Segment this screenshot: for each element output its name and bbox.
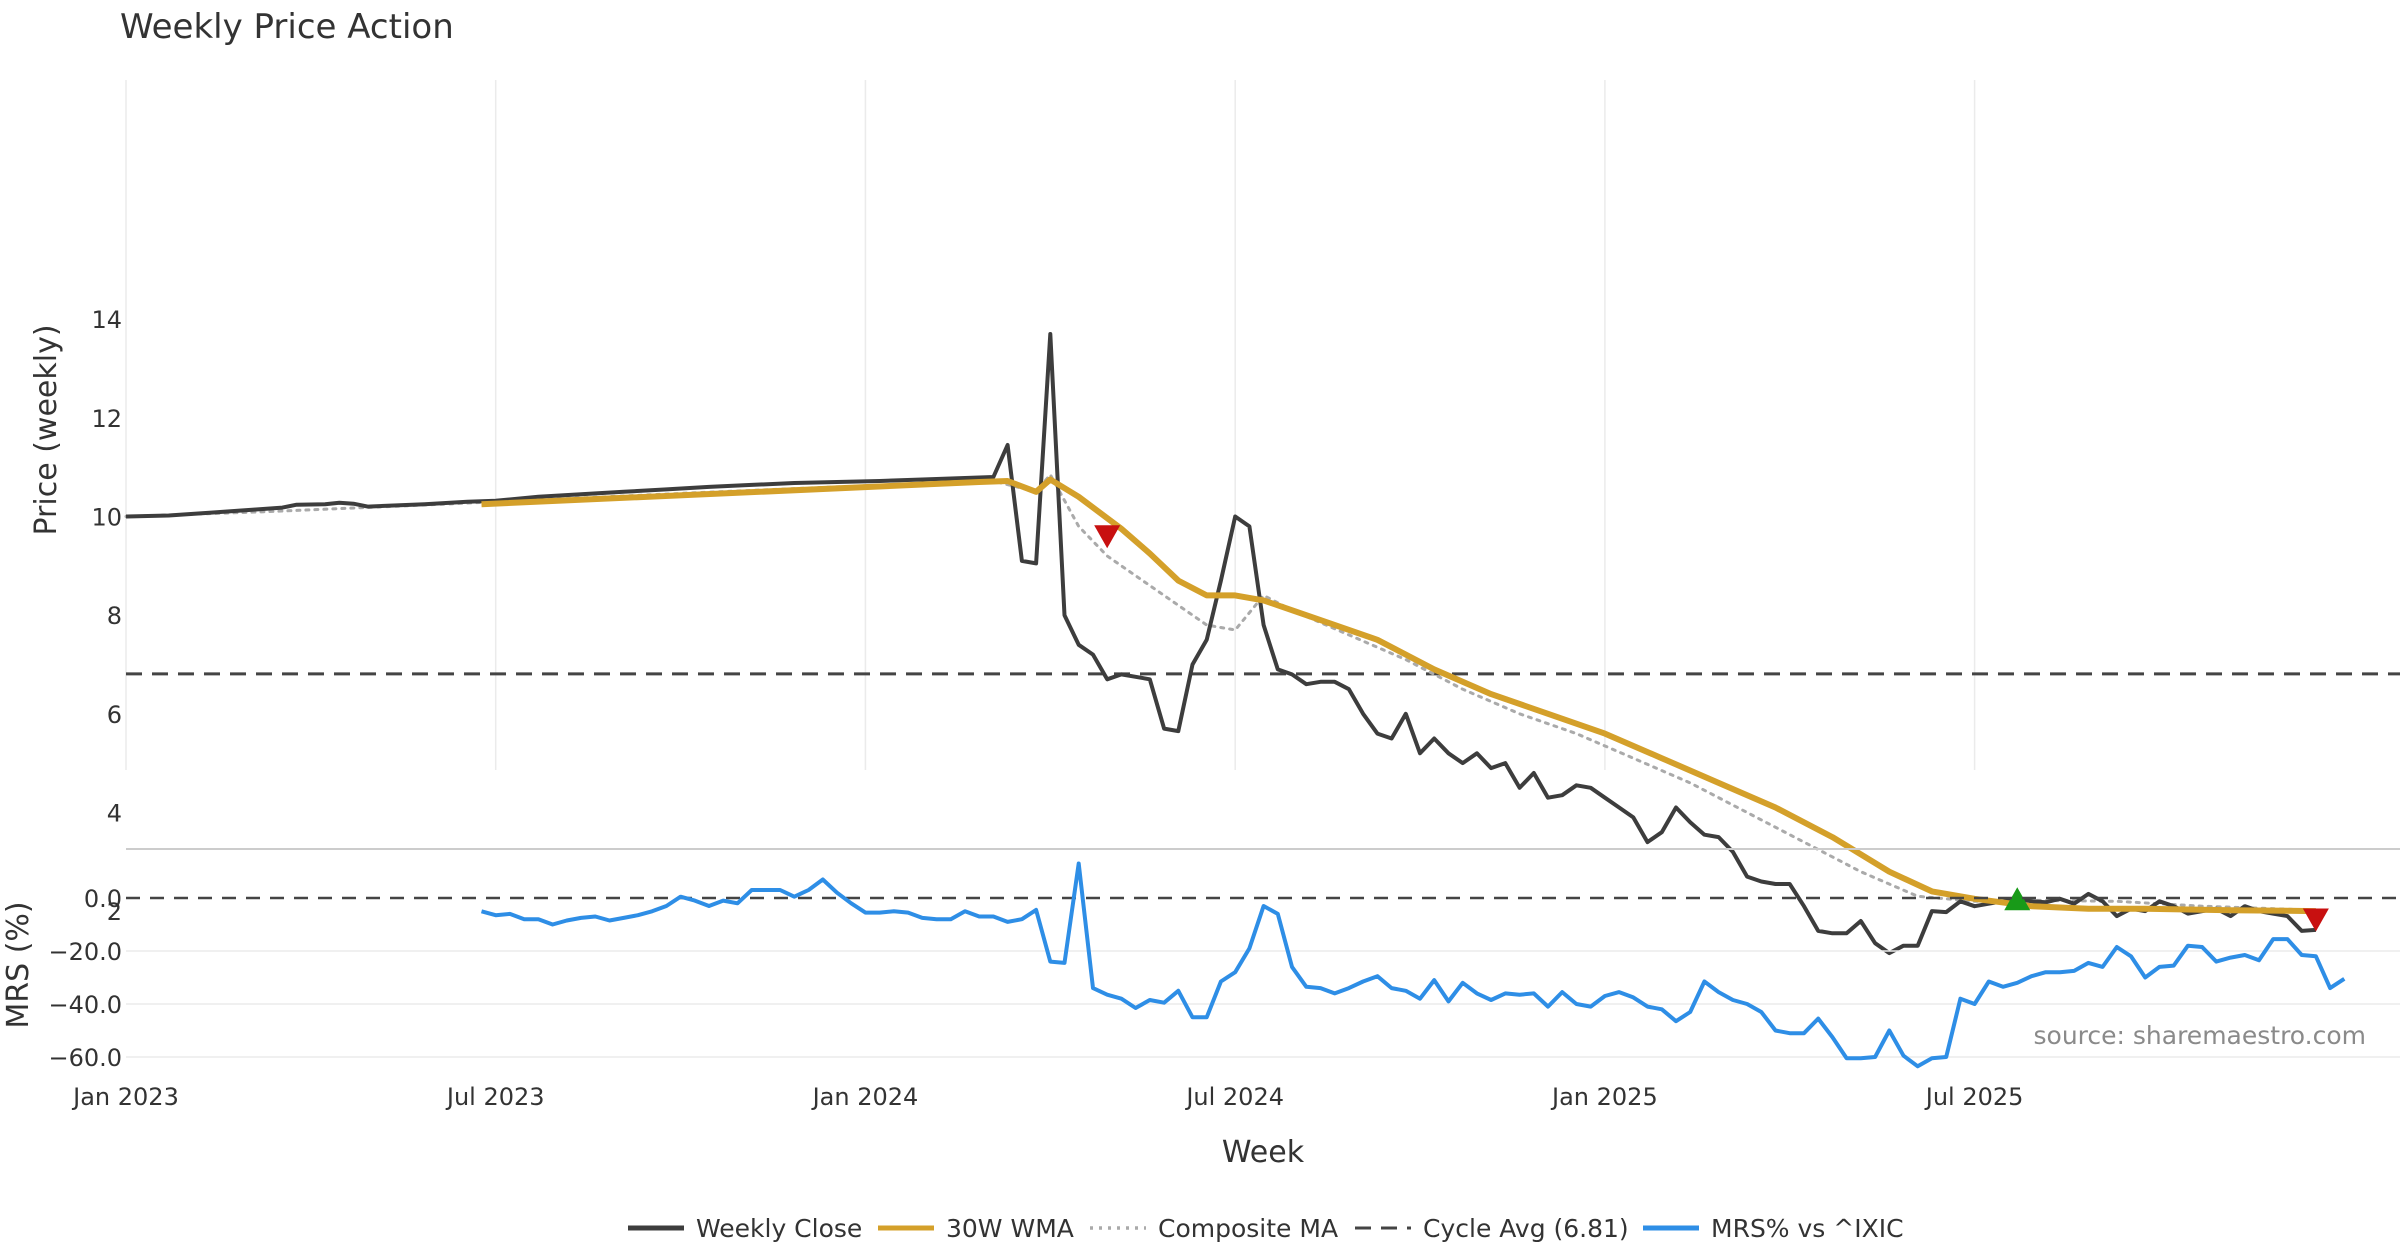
price-y-tick-12: 12: [91, 405, 122, 433]
x-tick-0: Jan 2023: [71, 1083, 179, 1111]
legend-label-3: Cycle Avg (6.81): [1423, 1214, 1629, 1243]
weekly-close-line: [125, 332, 2317, 956]
x-axis-label: Week: [1222, 1135, 1305, 1170]
mrs-y-tick-1: −20.0: [48, 938, 122, 966]
price-y-axis-label: Price (weekly): [29, 324, 64, 535]
x-tick-5: Jul 2025: [1924, 1083, 2024, 1111]
wma-30w-line: [481, 476, 2316, 915]
price-gridlines: [125, 80, 1976, 770]
source-attribution: source: sharemaestro.com: [2034, 1021, 2367, 1050]
legend-label-1: 30W WMA: [946, 1214, 1074, 1243]
x-tick-4: Jan 2025: [1550, 1083, 1658, 1111]
price-y-tick-14: 14: [91, 306, 122, 334]
legend: Weekly Close 30W WMA Composite MA Cycle Avg…: [628, 1214, 1904, 1243]
x-axis-ticks: Jan 2023 Jul 2023 Jan 2024 Jul 2024 Jan 2025…: [71, 1083, 2023, 1111]
price-series: [124, 332, 2400, 956]
mrs-panel: 0.0 −20.0 −40.0 −60.0 MRS (%) source: share…: [1, 861, 2400, 1072]
price-y-tick-8: 8: [107, 602, 122, 630]
price-y-tick-2: 2: [107, 898, 122, 926]
mrs-y-tick-3: −60.0: [48, 1044, 122, 1072]
mrs-gridlines: [126, 950, 2400, 1058]
x-tick-3: Jul 2024: [1184, 1083, 1284, 1111]
mrs-y-ticks: 0.0 −20.0 −40.0 −60.0: [48, 885, 122, 1072]
price-y-tick-4: 4: [107, 799, 122, 827]
mrs-y-tick-0: 0.0: [84, 885, 122, 913]
x-tick-2: Jan 2024: [811, 1083, 919, 1111]
price-y-tick-10: 10: [91, 504, 122, 532]
mrs-y-axis-label: MRS (%): [1, 901, 36, 1028]
signal-marker-down-0: [1094, 525, 1121, 549]
price-y-tick-6: 6: [107, 701, 122, 729]
signal-marker-up-1: [2004, 887, 2031, 911]
price-y-ticks: 2 4 6 8 10 12 14: [91, 306, 122, 926]
signal-markers: [1094, 525, 2329, 932]
mrs-y-tick-2: −40.0: [48, 991, 122, 1019]
legend-label-2: Composite MA: [1158, 1214, 1338, 1243]
signal-marker-down-2: [2302, 908, 2329, 932]
x-tick-1: Jul 2023: [445, 1083, 545, 1111]
composite-ma-line: [124, 471, 2318, 912]
legend-label-4: MRS% vs ^IXIC: [1711, 1214, 1904, 1243]
price-panel: 2 4 6 8 10 12 14 Price (weekly): [29, 80, 2400, 956]
legend-label-0: Weekly Close: [696, 1214, 862, 1243]
mrs-series: [126, 861, 2400, 1069]
chart-title: Weekly Price Action: [120, 7, 454, 47]
mrs-line: [480, 861, 2346, 1069]
